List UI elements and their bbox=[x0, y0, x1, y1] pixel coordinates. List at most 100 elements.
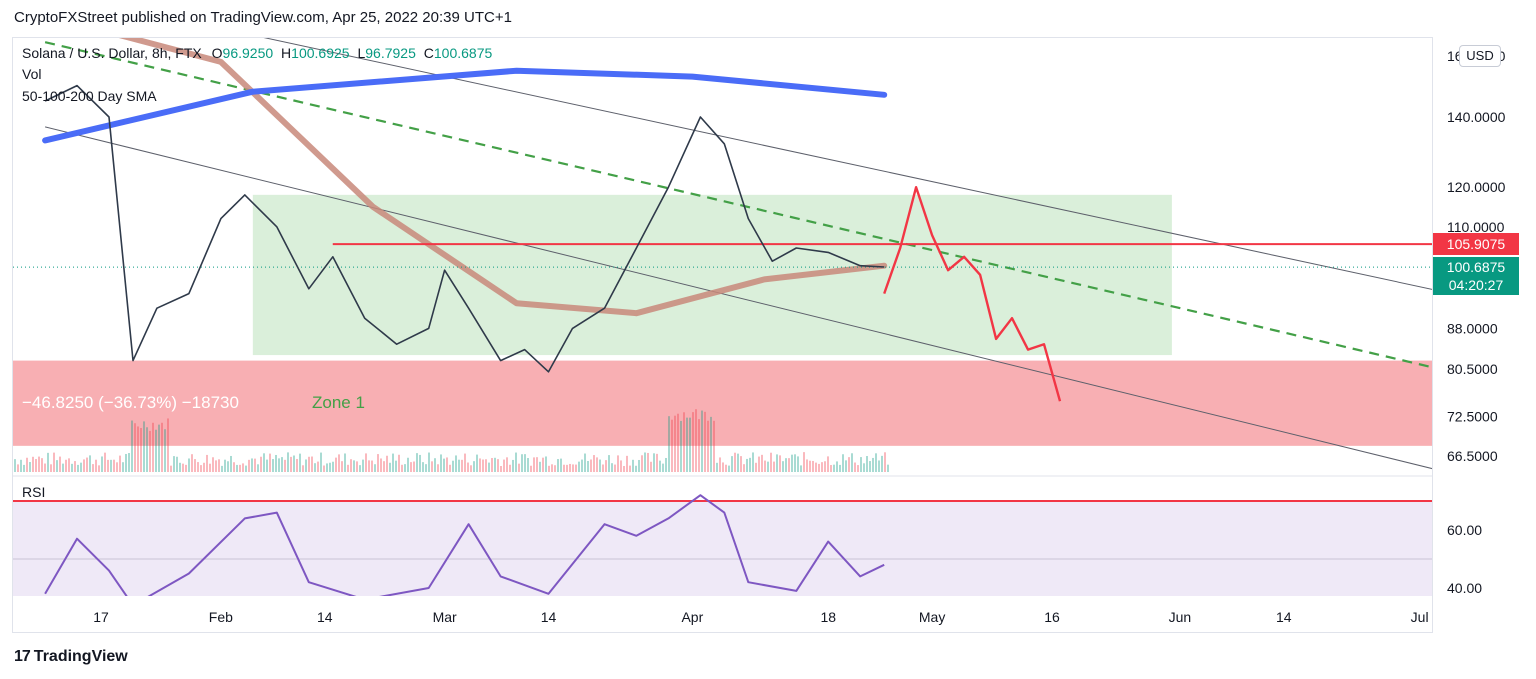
volume-bar bbox=[881, 455, 883, 472]
rsi-legend[interactable]: RSI bbox=[22, 484, 46, 500]
volume-bar bbox=[446, 457, 448, 472]
volume-bar bbox=[26, 457, 28, 472]
volume-bar bbox=[572, 464, 574, 472]
volume-bar bbox=[845, 460, 847, 472]
volume-bar bbox=[560, 458, 562, 472]
volume-legend[interactable]: Vol bbox=[22, 66, 42, 82]
volume-bar bbox=[248, 459, 250, 472]
volume-bar bbox=[218, 459, 220, 472]
volume-bar bbox=[437, 464, 439, 472]
volume-bar bbox=[383, 461, 385, 472]
volume-bar bbox=[653, 453, 655, 472]
time-axis-label: May bbox=[919, 609, 945, 625]
volume-bar bbox=[788, 458, 790, 472]
volume-bar bbox=[794, 454, 796, 472]
volume-bar bbox=[98, 465, 100, 472]
time-axis-label: Feb bbox=[209, 609, 233, 625]
volume-bar bbox=[608, 455, 610, 472]
currency-button[interactable]: USD bbox=[1459, 45, 1501, 67]
volume-bar bbox=[233, 462, 235, 472]
volume-bar bbox=[761, 454, 763, 472]
volume-bar bbox=[149, 430, 151, 472]
volume-bar bbox=[740, 456, 742, 472]
tradingview-logo[interactable]: 17 TradingView bbox=[14, 648, 128, 666]
volume-bar bbox=[284, 459, 286, 472]
volume-bar bbox=[53, 452, 55, 472]
last-price-badge: 100.6875 04:20:27 bbox=[1433, 257, 1519, 295]
rsi-axis-label: 40.00 bbox=[1447, 580, 1482, 596]
volume-bar bbox=[671, 419, 673, 472]
volume-bar bbox=[182, 463, 184, 472]
volume-bar bbox=[269, 453, 271, 472]
volume-bar bbox=[77, 464, 79, 472]
volume-bar bbox=[743, 464, 745, 472]
volume-bar bbox=[140, 427, 142, 472]
volume-bar bbox=[884, 452, 886, 472]
volume-bar bbox=[824, 461, 826, 472]
sma-200-line bbox=[42, 67, 888, 144]
volume-bar bbox=[683, 412, 685, 472]
volume-bar bbox=[818, 463, 820, 472]
volume-bar bbox=[527, 458, 529, 472]
volume-bar bbox=[59, 456, 61, 472]
volume-bar bbox=[887, 464, 889, 472]
time-axis-label: 17 bbox=[93, 609, 109, 625]
volume-bar bbox=[131, 420, 133, 472]
price-axis-label: 66.5000 bbox=[1447, 448, 1498, 464]
price-axis-label: 140.0000 bbox=[1447, 109, 1506, 125]
price-axis-label: 72.5000 bbox=[1447, 409, 1498, 425]
volume-bar bbox=[254, 458, 256, 472]
volume-bar bbox=[872, 457, 874, 472]
symbol-label: Solana / U.S. Dollar, 8h, FTX bbox=[22, 45, 202, 61]
volume-bar bbox=[44, 463, 46, 472]
volume-bar bbox=[314, 463, 316, 472]
sma-100-line bbox=[118, 38, 888, 317]
time-axis-label: 18 bbox=[820, 609, 836, 625]
volume-bar bbox=[524, 454, 526, 472]
volume-bar bbox=[842, 454, 844, 472]
tradingview-wordmark: TradingView bbox=[33, 648, 128, 665]
volume-bar bbox=[362, 459, 364, 472]
volume-bar bbox=[506, 457, 508, 472]
volume-bar bbox=[698, 419, 700, 472]
volume-bar bbox=[803, 452, 805, 472]
volume-bar bbox=[74, 461, 76, 472]
volume-bar bbox=[401, 464, 403, 472]
volume-bar bbox=[224, 459, 226, 472]
volume-bar bbox=[14, 459, 16, 472]
volume-bar bbox=[557, 459, 559, 472]
volume-bar bbox=[434, 458, 436, 472]
volume-bar bbox=[626, 455, 628, 472]
resistance-price-badge: 105.9075 bbox=[1433, 233, 1519, 255]
volume-bar bbox=[179, 462, 181, 472]
volume-bar bbox=[128, 453, 130, 472]
volume-bar bbox=[650, 461, 652, 472]
volume-bar bbox=[614, 464, 616, 472]
volume-bar bbox=[707, 420, 709, 472]
volume-bar bbox=[599, 459, 601, 472]
volume-bar bbox=[395, 460, 397, 472]
last-price-value: 100.6875 bbox=[1446, 259, 1506, 275]
volume-bar bbox=[365, 453, 367, 472]
chart-frame[interactable] bbox=[12, 37, 1433, 633]
rsi-line bbox=[44, 494, 885, 596]
volume-bar bbox=[734, 452, 736, 472]
sma-legend[interactable]: 50-100-200 Day SMA bbox=[22, 88, 157, 104]
ohlc-legend[interactable]: Solana / U.S. Dollar, 8h, FTX O96.9250 H… bbox=[22, 45, 492, 61]
volume-bar bbox=[305, 459, 307, 472]
volume-bar bbox=[644, 452, 646, 472]
volume-bar bbox=[716, 462, 718, 472]
volume-bar bbox=[659, 460, 661, 472]
volume-bar bbox=[338, 454, 340, 472]
volume-bar bbox=[596, 457, 598, 472]
volume-bar bbox=[35, 459, 37, 472]
volume-bar bbox=[821, 462, 823, 472]
volume-bar bbox=[860, 457, 862, 472]
volume-bar bbox=[605, 460, 607, 472]
volume-bar bbox=[836, 461, 838, 472]
volume-bar bbox=[101, 456, 103, 472]
volume-bar bbox=[203, 462, 205, 472]
volume-bar bbox=[539, 461, 541, 472]
volume-bar bbox=[521, 454, 523, 472]
